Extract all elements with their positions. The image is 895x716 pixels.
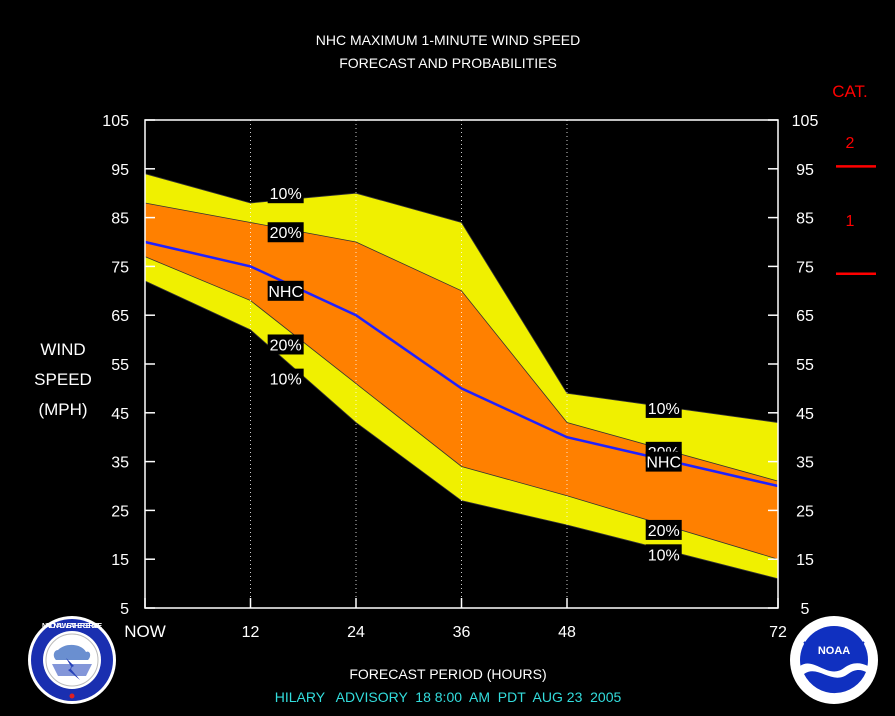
band-label-bg-2 [267,280,304,301]
y-tick-label-left-0: 5 [120,601,129,618]
y-axis-label-line-1: WIND [40,340,85,359]
y-tick-label-left-6: 65 [111,308,129,325]
band-label-bg-5 [645,397,682,418]
x-tick-label-1: 12 [242,624,260,641]
series-line-0 [144,240,779,488]
y-axis-label-line-2: SPEED [34,370,92,389]
band-1-upper-edge [144,202,779,482]
band-label-bg-9 [645,544,682,565]
noaa-logo: NOAA [790,616,878,704]
forecast-series [144,240,779,488]
x-axis-ticks: NOW 12 24 36 48 72 [124,598,787,641]
chart-subtitle: FORECAST AND PROBABILITIES [339,55,557,71]
y-tick-label-right-8: 85 [796,211,814,228]
nws-logo: NATIONAL WEATHER SERVICE [28,616,116,704]
y-tick-label-right-10: 105 [792,113,819,130]
y-axis-label-line-3: (MPH) [38,400,87,419]
y-tick-label-right-6: 65 [796,308,814,325]
category-label-1: 1 [846,213,855,230]
band-0-lower-edge [144,280,779,580]
y-tick-label-right-0: 5 [801,601,810,618]
band-label-2: NHC [268,284,303,301]
x-tick-label-4: 48 [558,624,576,641]
x-tick-label-3: 36 [453,624,471,641]
band-label-bg-7 [645,451,682,472]
band-label-4: 10% [270,372,302,389]
band-label-bg-3 [267,334,304,355]
band-label-0: 10% [270,186,302,203]
band-label-bg-8 [645,519,682,540]
y-tick-label-left-10: 105 [102,113,129,130]
band-label-bg-0 [267,183,304,204]
x-tick-label-0: NOW [124,622,166,641]
y-tick-label-right-2: 25 [796,503,814,520]
band-label-7: NHC [646,455,681,472]
band-label-bg-4 [267,368,304,389]
band-label-8: 20% [648,523,680,540]
x-axis-label: FORECAST PERIOD (HOURS) [349,666,546,682]
y-tick-label-right-4: 45 [796,406,814,423]
category-label-0: 2 [846,135,855,152]
advisory-text: HILARY ADVISORY 18 8:00 AM PDT AUG 23 20… [275,689,622,705]
y-tick-label-right-5: 55 [796,357,814,374]
y-tick-label-left-5: 55 [111,357,129,374]
category-scale: CAT. 2 1 [832,82,876,275]
x-tick-label-2: 24 [347,624,365,641]
x-tick-label-5: 72 [769,624,787,641]
y-tick-label-left-4: 45 [111,406,129,423]
category-header: CAT. [832,82,868,101]
band-label-bg-1 [267,222,304,243]
band-0-upper-edge [144,173,779,423]
y-tick-label-right-1: 15 [796,552,814,569]
y-tick-label-right-7: 75 [796,259,814,276]
nws-logo-text: NATIONAL WEATHER SERVICE [42,623,102,630]
y-tick-label-left-1: 15 [111,552,129,569]
band-label-3: 20% [270,337,302,354]
y-tick-label-left-2: 25 [111,503,129,520]
y-tick-label-left-7: 75 [111,259,129,276]
chart-title: NHC MAXIMUM 1-MINUTE WIND SPEED [316,32,580,48]
y-tick-label-right-3: 35 [796,455,814,472]
band-label-1: 20% [270,225,302,242]
band-label-5: 10% [648,401,680,418]
y-tick-label-left-8: 85 [111,211,129,228]
grid-lines [250,120,568,608]
band-1-lower-edge [144,256,779,560]
band-label-9: 10% [648,547,680,564]
y-tick-label-right-9: 95 [796,162,814,179]
y-tick-label-left-9: 95 [111,162,129,179]
y-tick-label-left-3: 35 [111,455,129,472]
noaa-logo-text: NOAA [818,645,850,657]
